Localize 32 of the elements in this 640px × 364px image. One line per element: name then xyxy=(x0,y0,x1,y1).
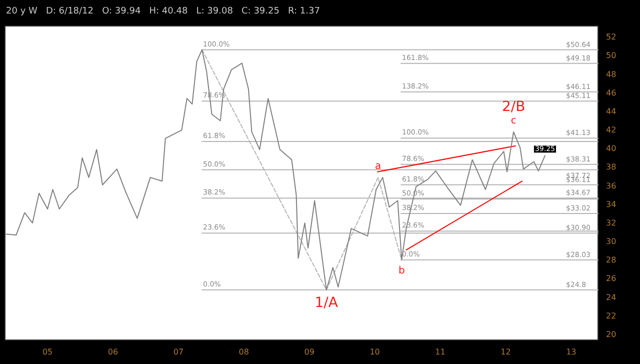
y-tick-label: 28 xyxy=(606,256,616,265)
x-tick-label: 10 xyxy=(370,348,380,356)
y-tick-label: 48 xyxy=(606,70,616,79)
y-tick-label: 40 xyxy=(606,144,616,154)
y-tick-label: 46 xyxy=(606,88,616,98)
annotation: a xyxy=(375,160,382,172)
x-tick-label: 05 xyxy=(42,348,53,356)
y-tick-label: 52 xyxy=(606,32,616,42)
x-tick-label: 11 xyxy=(435,348,446,356)
y-tick-label: 22 xyxy=(606,311,616,320)
x-tick-label: 09 xyxy=(304,348,314,356)
y-tick-label: 44 xyxy=(606,106,616,116)
annotation: 2/B xyxy=(502,98,526,115)
y-tick-label: 50 xyxy=(606,51,616,60)
x-tick-label: 12 xyxy=(500,348,511,356)
chart-subtitle: 20 y W D: 6/18/12 O: 39.94 H: 40.48 L: 39.08 C: 39.25 R: 1.37 xyxy=(6,6,320,16)
annotation: 1/A xyxy=(314,294,338,311)
y-tick-label: 20 xyxy=(606,330,616,339)
annotation: b xyxy=(398,265,405,276)
x-tick-label: 08 xyxy=(238,348,249,356)
annotation: c xyxy=(510,115,516,126)
y-tick-label: 30 xyxy=(606,237,616,246)
x-tick-label: 06 xyxy=(108,348,118,356)
y-tick-label: 32 xyxy=(606,218,616,228)
y-tick-label: 38 xyxy=(606,162,616,172)
y-tick-label: 42 xyxy=(606,126,616,135)
x-tick-label: 07 xyxy=(173,348,184,356)
y-tick-label: 34 xyxy=(606,200,616,209)
x-tick-label: 13 xyxy=(566,348,576,356)
y-tick-label: 26 xyxy=(606,274,616,284)
y-tick-label: 36 xyxy=(606,181,616,190)
y-tick-label: 24 xyxy=(606,292,616,302)
